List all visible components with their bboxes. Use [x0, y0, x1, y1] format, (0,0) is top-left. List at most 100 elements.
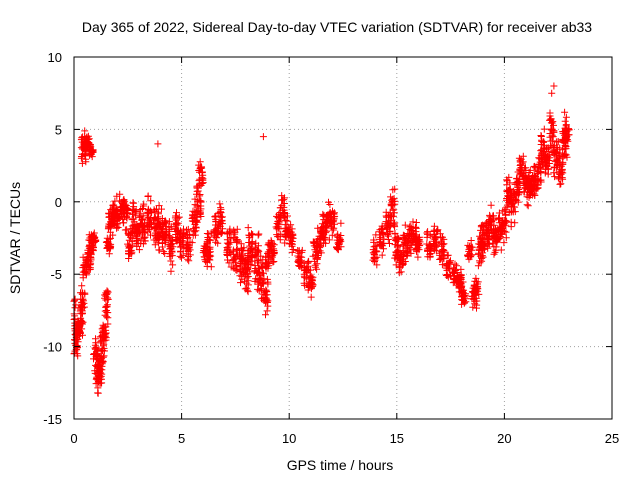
data-point	[261, 260, 269, 268]
data-point	[244, 224, 252, 232]
data-point	[101, 294, 109, 302]
data-point	[328, 224, 336, 232]
data-point	[161, 231, 169, 239]
data-point	[437, 237, 445, 245]
data-point	[371, 248, 379, 255]
data-point	[337, 219, 345, 227]
data-point	[237, 279, 244, 287]
data-point	[105, 224, 113, 232]
data-point	[275, 219, 283, 227]
data-point	[109, 231, 117, 239]
data-point	[537, 132, 545, 139]
data-point	[203, 262, 211, 270]
data-point	[431, 243, 439, 251]
data-point	[541, 169, 549, 177]
data-point	[97, 352, 105, 360]
data-point	[503, 187, 511, 195]
data-point	[414, 253, 422, 261]
data-point	[231, 228, 239, 236]
data-point	[430, 237, 438, 245]
data-point	[133, 236, 140, 244]
data-point	[336, 240, 343, 248]
data-point	[90, 355, 97, 363]
data-point	[390, 209, 398, 217]
data-point	[546, 109, 554, 117]
data-point	[130, 221, 138, 229]
data-point	[490, 250, 498, 258]
data-point	[155, 210, 162, 218]
data-point	[269, 258, 277, 266]
data-point	[103, 244, 111, 252]
data-point	[378, 251, 386, 259]
data-point	[530, 163, 538, 171]
data-point	[304, 262, 312, 270]
data-point	[137, 206, 145, 213]
data-point	[129, 199, 137, 207]
data-point	[544, 170, 552, 178]
x-tick-label: 20	[497, 431, 511, 446]
x-tick-label: 10	[282, 431, 296, 446]
data-point	[449, 269, 457, 277]
data-point	[160, 219, 168, 227]
data-point	[260, 288, 268, 296]
y-tick-label: -15	[43, 412, 62, 427]
data-point	[387, 212, 395, 220]
data-point	[559, 169, 567, 177]
data-point	[533, 175, 541, 183]
data-point	[321, 226, 329, 234]
data-point	[147, 231, 154, 239]
data-point	[466, 243, 474, 251]
data-point	[189, 214, 197, 222]
data-point	[104, 244, 111, 252]
data-point	[247, 245, 255, 253]
data-point	[289, 246, 297, 253]
data-point	[501, 219, 509, 227]
data-point	[270, 250, 278, 258]
data-point	[225, 240, 233, 248]
data-point	[430, 222, 438, 230]
data-point	[257, 271, 265, 279]
data-point	[79, 297, 87, 305]
x-tick-label: 0	[70, 431, 77, 446]
data-point	[396, 257, 404, 264]
data-point	[159, 225, 167, 233]
data-point	[204, 236, 212, 243]
data-point	[394, 236, 402, 243]
data-point	[438, 261, 446, 269]
data-point	[502, 234, 510, 242]
data-point	[516, 162, 524, 169]
data-point	[322, 239, 330, 247]
data-point	[137, 235, 145, 243]
data-point	[492, 243, 500, 251]
data-point	[254, 231, 262, 239]
data-point	[314, 254, 322, 261]
data-point	[81, 267, 89, 275]
data-point	[267, 243, 275, 251]
data-point	[191, 231, 199, 239]
data-point	[395, 255, 403, 263]
data-point	[562, 142, 570, 150]
data-point	[474, 262, 482, 270]
data-point	[443, 271, 451, 278]
data-point	[284, 212, 291, 220]
data-point	[273, 231, 281, 239]
data-point	[378, 242, 386, 250]
data-point	[171, 214, 179, 222]
data-point	[559, 146, 567, 154]
data-point	[154, 140, 162, 148]
data-point	[409, 218, 417, 226]
y-tick-label: -5	[50, 267, 62, 282]
data-point	[73, 344, 81, 352]
data-point	[258, 264, 266, 271]
data-point	[71, 304, 79, 312]
data-point	[325, 236, 333, 244]
data-point	[281, 239, 289, 247]
data-point	[433, 240, 441, 248]
data-point	[78, 282, 86, 290]
data-point	[261, 294, 269, 302]
data-point	[476, 259, 484, 267]
data-point	[248, 231, 256, 238]
data-point	[219, 225, 226, 233]
data-point	[412, 224, 420, 232]
